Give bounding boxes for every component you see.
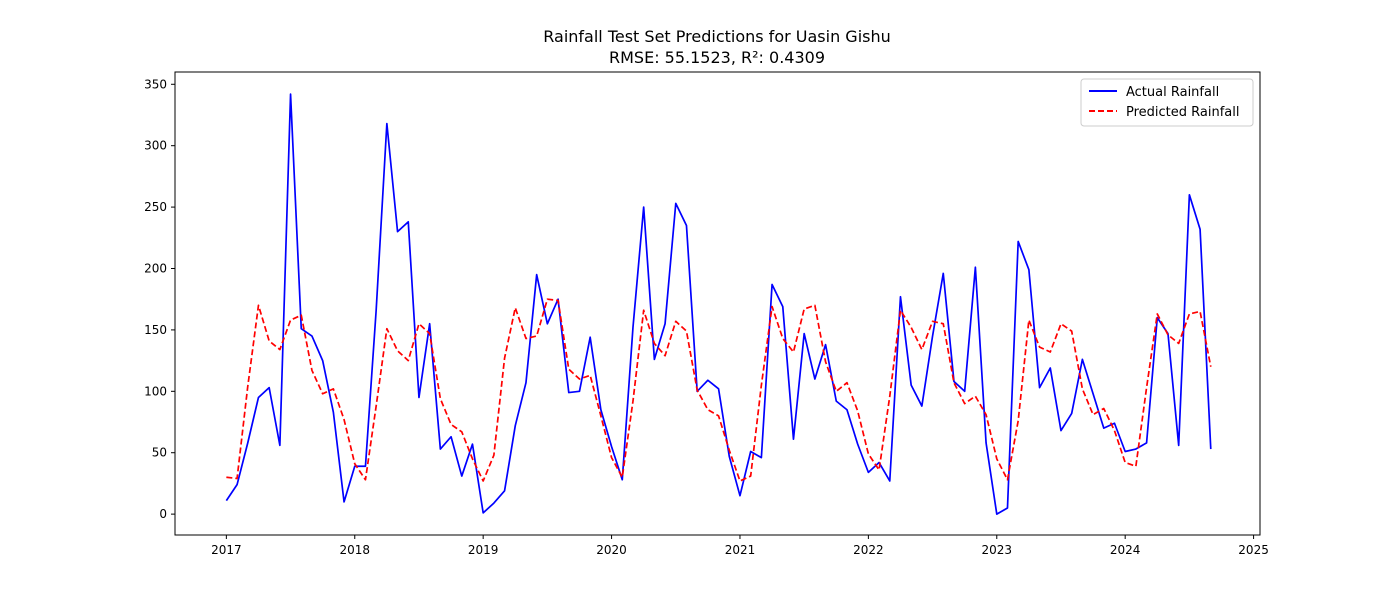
series-line-actual — [225, 93, 1212, 515]
x-tick-label: 2023 — [982, 543, 1013, 557]
x-tick-label: 2020 — [596, 543, 627, 557]
series-layer — [225, 93, 1212, 515]
y-axis: 0 50 100 150 200 250 300 350 — [144, 77, 175, 521]
legend-box — [1080, 78, 1254, 127]
x-tick-label: 2025 — [1238, 543, 1269, 557]
chart-subtitle: RMSE: 55.1523, R²: 0.4309 — [609, 48, 825, 67]
y-tick-label: 250 — [144, 200, 167, 214]
x-tick-label: 2017 — [211, 543, 242, 557]
legend-label-predicted: Predicted Rainfall — [1126, 105, 1240, 120]
legend-label-actual: Actual Rainfall — [1126, 85, 1219, 100]
x-axis: 2017 2018 2019 2020 2021 2022 2023 2024 2025 — [211, 535, 1269, 557]
x-tick-label: 2021 — [725, 543, 756, 557]
x-tick-label: 2024 — [1110, 543, 1141, 557]
y-tick-label: 350 — [144, 77, 167, 91]
x-tick-label: 2019 — [468, 543, 499, 557]
y-tick-label: 200 — [144, 261, 167, 275]
y-tick-label: 100 — [144, 384, 167, 398]
y-tick-label: 300 — [144, 139, 167, 153]
series-line-predicted — [226, 298, 1212, 482]
chart-title: Rainfall Test Set Predictions for Uasin … — [543, 27, 891, 46]
y-tick-label: 0 — [159, 507, 167, 521]
plot-frame — [174, 71, 1261, 536]
x-tick-label: 2022 — [853, 543, 884, 557]
y-tick-label: 50 — [152, 446, 167, 460]
y-tick-label: 150 — [144, 323, 167, 337]
x-tick-label: 2018 — [339, 543, 370, 557]
legend: Actual Rainfall Predicted Rainfall — [1080, 78, 1254, 127]
